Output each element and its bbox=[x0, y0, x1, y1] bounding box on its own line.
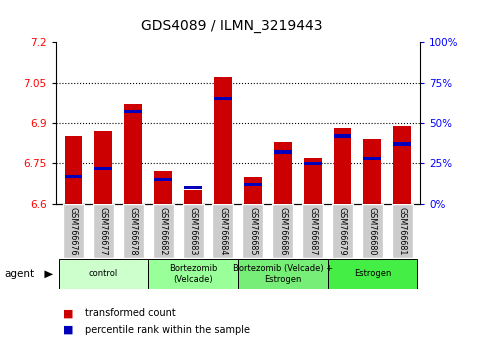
Bar bbox=[94, 131, 113, 204]
Bar bbox=[94, 166, 113, 170]
Text: Bortezomib (Velcade) +
Estrogen: Bortezomib (Velcade) + Estrogen bbox=[233, 264, 333, 284]
Bar bbox=[274, 142, 292, 204]
Bar bbox=[244, 183, 262, 186]
Bar bbox=[154, 178, 172, 181]
Bar bbox=[154, 171, 172, 204]
Text: GSM766681: GSM766681 bbox=[398, 207, 407, 255]
Text: GSM766683: GSM766683 bbox=[188, 207, 198, 255]
Polygon shape bbox=[44, 270, 53, 278]
Text: GSM766679: GSM766679 bbox=[338, 207, 347, 255]
Text: GSM766677: GSM766677 bbox=[99, 207, 108, 255]
Bar bbox=[392, 204, 413, 258]
Text: agent: agent bbox=[5, 269, 35, 279]
Bar bbox=[327, 259, 417, 289]
Text: percentile rank within the sample: percentile rank within the sample bbox=[85, 325, 250, 335]
Bar bbox=[184, 186, 202, 189]
Bar bbox=[65, 136, 83, 204]
Text: GSM766687: GSM766687 bbox=[308, 207, 317, 255]
Text: GSM766685: GSM766685 bbox=[248, 207, 257, 255]
Bar bbox=[302, 204, 323, 258]
Bar bbox=[214, 78, 232, 204]
Bar bbox=[274, 150, 292, 154]
Text: GSM766676: GSM766676 bbox=[69, 207, 78, 255]
Bar bbox=[214, 97, 232, 101]
Text: GSM766686: GSM766686 bbox=[278, 207, 287, 255]
Bar bbox=[244, 177, 262, 204]
Text: GSM766684: GSM766684 bbox=[218, 207, 227, 255]
Text: control: control bbox=[89, 269, 118, 279]
Text: ■: ■ bbox=[63, 308, 73, 318]
Bar bbox=[123, 204, 144, 258]
Text: GSM766680: GSM766680 bbox=[368, 207, 377, 255]
Text: Bortezomib
(Velcade): Bortezomib (Velcade) bbox=[169, 264, 217, 284]
Text: GSM766678: GSM766678 bbox=[129, 207, 138, 255]
Bar bbox=[93, 204, 114, 258]
Bar bbox=[304, 162, 322, 165]
Bar bbox=[272, 204, 293, 258]
Bar bbox=[363, 139, 382, 204]
Bar bbox=[242, 204, 263, 258]
Bar bbox=[124, 110, 142, 113]
Bar bbox=[363, 157, 382, 160]
Bar bbox=[334, 129, 352, 204]
Bar bbox=[183, 204, 203, 258]
Text: GSM766682: GSM766682 bbox=[158, 207, 168, 255]
Text: GDS4089 / ILMN_3219443: GDS4089 / ILMN_3219443 bbox=[141, 19, 323, 34]
Bar bbox=[393, 126, 411, 204]
Bar bbox=[213, 204, 233, 258]
Bar bbox=[63, 204, 84, 258]
Bar bbox=[238, 259, 327, 289]
Bar bbox=[58, 259, 148, 289]
Bar bbox=[65, 175, 83, 178]
Text: transformed count: transformed count bbox=[85, 308, 175, 318]
Bar bbox=[332, 204, 353, 258]
Text: ■: ■ bbox=[63, 325, 73, 335]
Bar bbox=[124, 104, 142, 204]
Bar bbox=[148, 259, 238, 289]
Bar bbox=[334, 134, 352, 137]
Text: Estrogen: Estrogen bbox=[354, 269, 391, 279]
Bar bbox=[362, 204, 383, 258]
Bar bbox=[153, 204, 173, 258]
Bar bbox=[393, 142, 411, 145]
Bar bbox=[184, 190, 202, 204]
Bar bbox=[304, 158, 322, 204]
